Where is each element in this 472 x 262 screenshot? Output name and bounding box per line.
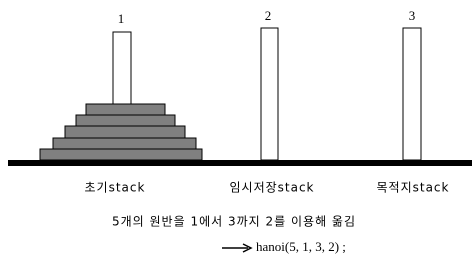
peg: [261, 28, 278, 160]
disk: [76, 115, 175, 126]
base: [8, 160, 472, 166]
function-call: hanoi(5, 1, 3, 2) ;: [256, 239, 346, 254]
disk: [86, 104, 165, 115]
peg-label: 1: [118, 11, 125, 26]
peg-label: 3: [409, 8, 416, 23]
disk: [65, 126, 185, 138]
peg-caption: 초기stack: [85, 181, 146, 195]
peg-label: 2: [265, 8, 272, 23]
description: 5개의 원반을 1에서 3까지 2를 이용해 옮김: [112, 215, 356, 229]
disk: [40, 149, 202, 160]
peg-caption: 임시저장stack: [229, 181, 314, 195]
disk: [53, 138, 196, 149]
peg-caption: 목적지stack: [377, 181, 450, 195]
peg: [403, 28, 421, 160]
hanoi-diagram: 1 2 3 초기stack 임시저장stack 목적지stack 5개의 원반을…: [0, 0, 472, 262]
peg: [113, 32, 131, 104]
